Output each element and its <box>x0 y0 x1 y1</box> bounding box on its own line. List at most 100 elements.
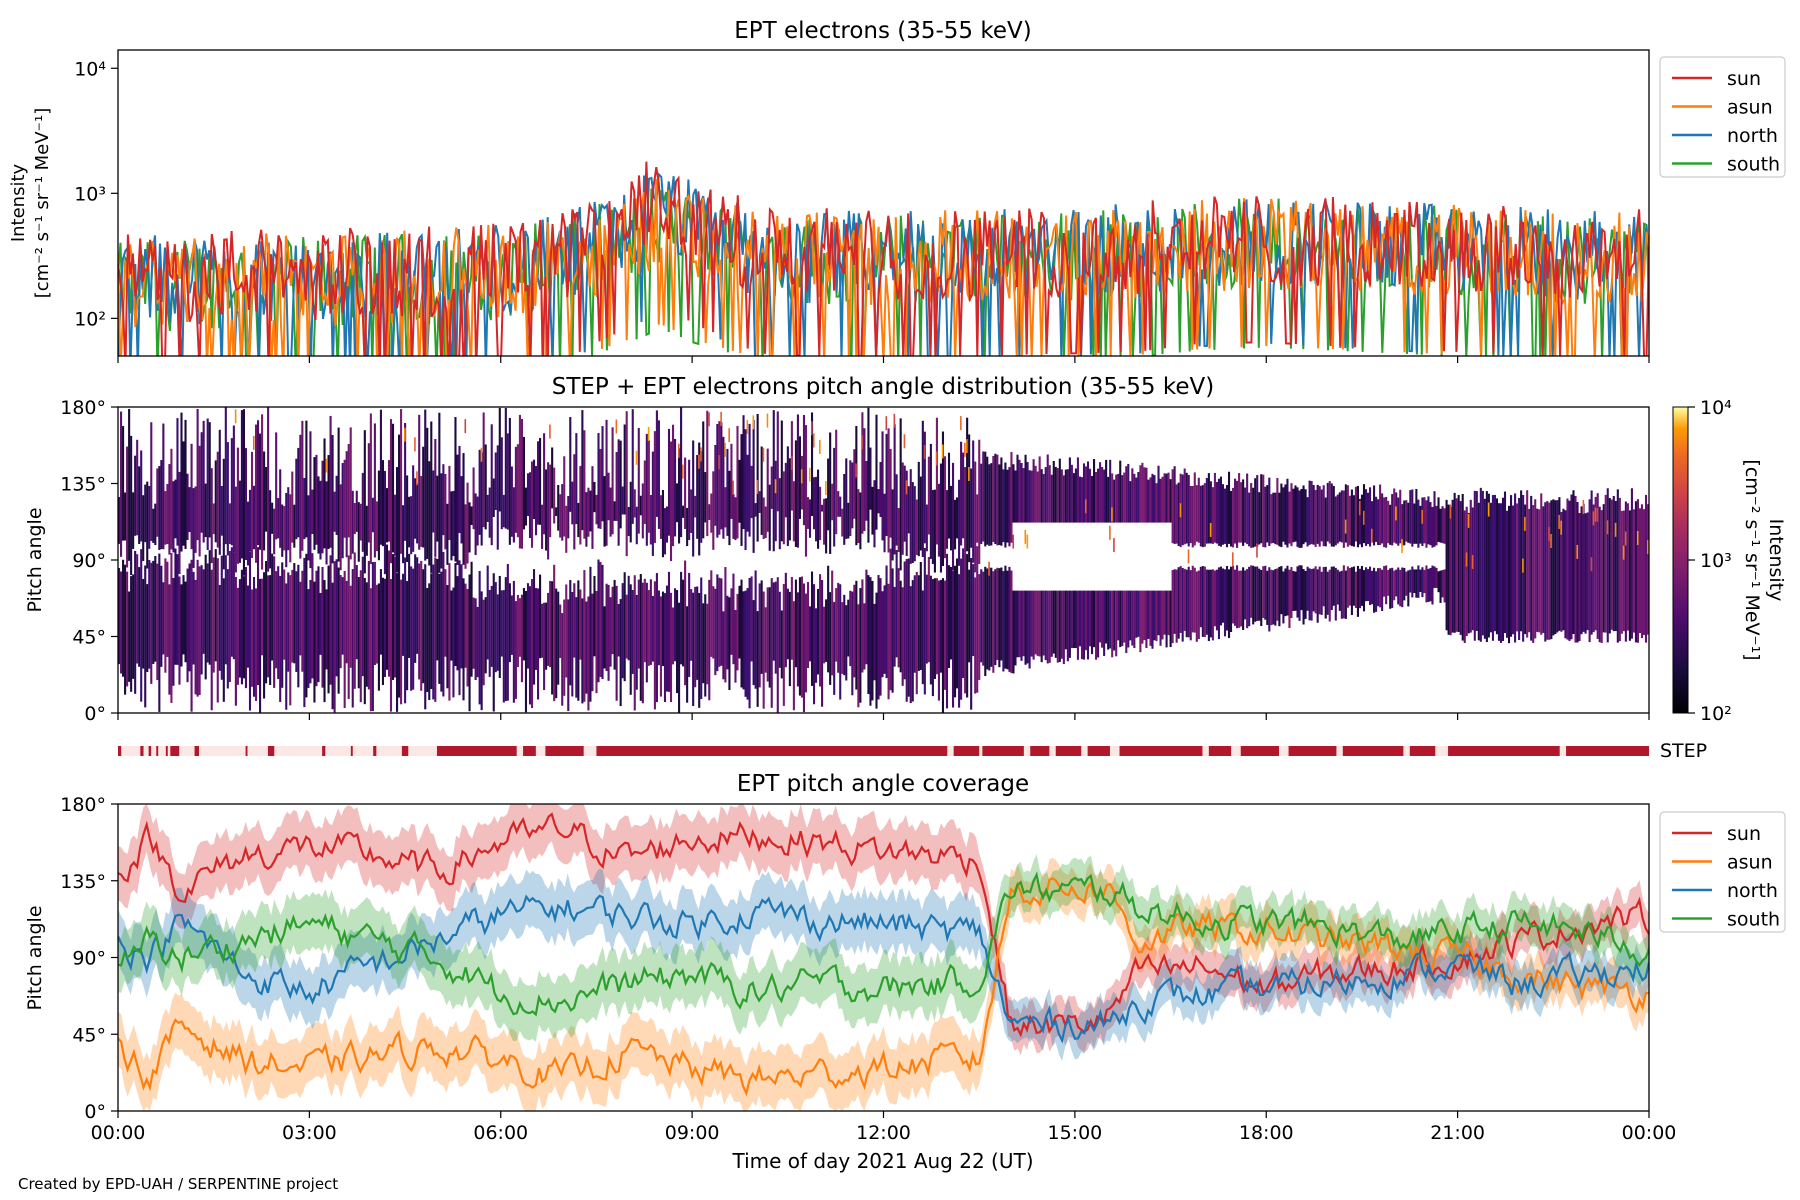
pad-cell <box>1205 477 1208 544</box>
pad-cell <box>1344 570 1347 619</box>
pad-cell <box>472 597 475 669</box>
pad-cell <box>647 440 650 533</box>
pad-cell <box>498 575 501 679</box>
pad-cell <box>857 489 860 544</box>
pad-cell <box>351 490 354 554</box>
pad-cell <box>1413 503 1416 544</box>
pad-cell <box>615 419 618 434</box>
pad-cell <box>1199 485 1202 547</box>
pad-cell <box>369 588 372 712</box>
pad-cell <box>1373 485 1376 546</box>
pad-cell <box>416 483 419 544</box>
pad-cell <box>146 481 149 569</box>
pad-cell <box>569 417 572 512</box>
pad-cell <box>1383 566 1386 597</box>
pad-cell <box>724 567 727 683</box>
pad-cell <box>581 598 584 704</box>
pad-cell <box>790 577 793 660</box>
pad-cell <box>226 569 229 689</box>
pad-cell <box>825 599 828 662</box>
pad-cell <box>190 559 193 712</box>
pad-cell <box>1477 502 1480 641</box>
pad-cell <box>879 462 882 518</box>
pad-cell <box>764 506 767 539</box>
pad-cell <box>1131 468 1134 523</box>
pad-cell <box>1469 499 1472 633</box>
pad-cell <box>537 588 540 700</box>
pad-cell <box>1066 590 1069 662</box>
pad-cell <box>684 560 687 686</box>
pad-cell <box>1187 566 1190 638</box>
pad-cell <box>1242 479 1245 546</box>
pad-cell <box>1213 472 1216 543</box>
pad-cell <box>661 591 665 667</box>
pad-cell <box>1185 472 1188 544</box>
pad-cell <box>545 602 548 670</box>
pad-cell <box>1371 570 1374 605</box>
pad-cell <box>1352 495 1355 547</box>
pad-cell <box>1616 489 1619 643</box>
pad-cell <box>1439 570 1442 603</box>
step-bar-segment <box>140 746 144 756</box>
pad-cell <box>974 461 977 573</box>
pad-cell <box>1070 590 1073 649</box>
pad-cell <box>1296 566 1299 618</box>
pad-cell <box>986 456 989 545</box>
pad-cell <box>776 577 779 713</box>
pad-cell <box>226 442 229 556</box>
pad-cell <box>444 473 447 550</box>
pad-cell <box>889 448 892 538</box>
pad-cell <box>1362 570 1366 612</box>
pad-cell <box>1000 457 1003 546</box>
pad-cell <box>819 574 822 687</box>
pad-cell <box>138 567 141 667</box>
pad-cell <box>1431 506 1434 548</box>
pad-cell <box>629 481 632 543</box>
pad-cell <box>1020 463 1023 523</box>
pad-cell <box>518 414 521 549</box>
pad-cell <box>821 579 824 707</box>
pad-cell <box>1097 468 1100 523</box>
pad-cell <box>831 483 834 521</box>
pad-cell <box>1336 569 1339 605</box>
pad-cell <box>412 465 415 552</box>
pad-cell <box>1524 504 1527 635</box>
pad-cell <box>1455 498 1458 632</box>
pad-cell <box>182 441 185 546</box>
pad-cell <box>130 435 133 576</box>
y-tick-label: 45° <box>72 627 106 649</box>
pad-cell <box>929 575 932 685</box>
pad-cell <box>1288 569 1291 629</box>
pad-cell <box>708 504 711 520</box>
pad-cell <box>788 458 791 541</box>
pad-cell <box>488 487 491 538</box>
pad-cell <box>311 553 314 679</box>
pad-cell <box>859 588 862 703</box>
pad-cell <box>994 453 997 545</box>
pad-cell <box>242 409 245 576</box>
pad-cell <box>275 432 278 540</box>
pad-cell <box>676 483 679 523</box>
pad-cell <box>480 591 483 711</box>
pad-cell <box>1352 566 1355 606</box>
pad-cell <box>478 570 481 705</box>
pad-cell <box>639 495 642 516</box>
pad-cell <box>653 431 656 543</box>
pad-cell <box>772 582 775 661</box>
pad-cell <box>333 561 336 713</box>
pad-cell <box>299 581 302 656</box>
pad-cell <box>960 416 962 431</box>
pad-cell <box>259 433 262 550</box>
pad-cell <box>1036 590 1039 656</box>
pad-cell <box>285 492 288 568</box>
colorbar-label-line1: Intensity <box>1765 519 1787 602</box>
pad-cell <box>522 436 526 530</box>
pad-cell <box>210 569 213 711</box>
pad-cell <box>222 578 225 702</box>
pad-cell <box>645 582 648 683</box>
pad-cell <box>1084 590 1088 651</box>
pad-cell <box>126 446 129 568</box>
pad-cell <box>377 470 380 561</box>
pad-cell <box>1596 493 1599 639</box>
pad-cell <box>1058 458 1061 523</box>
